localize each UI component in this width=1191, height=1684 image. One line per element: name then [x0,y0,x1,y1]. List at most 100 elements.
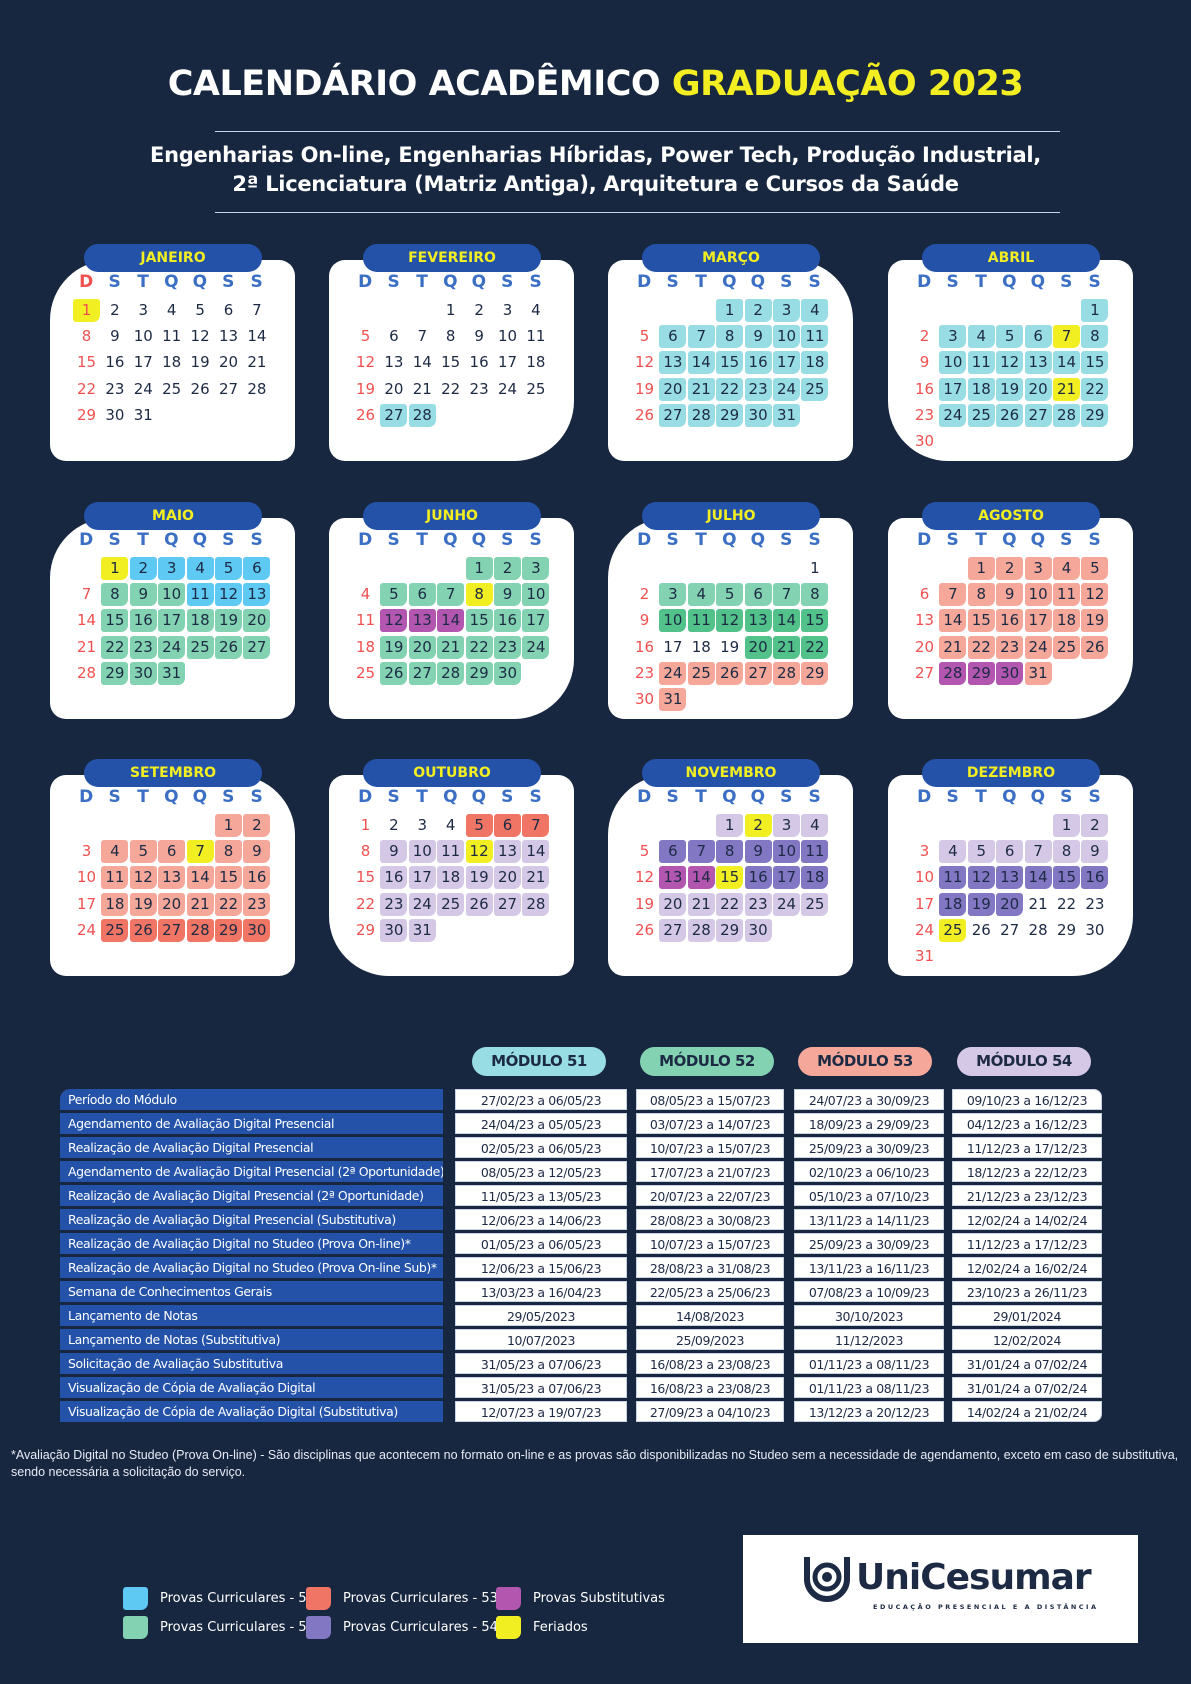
table-cell: 13/11/23 a 14/11/23 [794,1209,944,1230]
day-cell: 22 [101,635,129,659]
day-cell: 20 [158,892,186,916]
day-cell: 23 [105,379,125,398]
day-cell: 6 [243,557,271,580]
day-cell: 25 [1053,635,1080,659]
month-card-maio: D S T Q Q S S 1 2 3 4 5 6 7 8 9 10 11 12 13 14 15 16 17 18 19 20 21… [50,518,295,719]
day-cell: 23 [744,377,772,401]
day-cell: 30 [129,661,157,685]
day-cell: 9 [129,583,157,607]
weekday-header: Q [722,787,737,807]
day-cell: 9 [639,611,650,630]
day-cell: 8 [716,325,744,349]
weekday-header: T [416,530,428,550]
day-cell: 11 [526,327,546,346]
day-cell: 1 [73,299,100,322]
month-card-outubro: D S T Q Q S S 1 2 3 4 5 6 7 8 9 10 11 12 13 14 15 16 17 18 19 20 21… [329,775,574,976]
day-cell: 4 [186,557,214,580]
weekday-header: Q [750,530,766,550]
weekday-header: T [695,272,707,292]
month-card-junho: D S T Q Q S S 1 2 3 4 5 6 7 8 9 10 11 12 13 14 15 16 17 18 19 20 21… [329,518,574,719]
weekday-header: S [780,530,793,550]
module-header: MÓDULO 53 [798,1047,932,1076]
table-cell: 13/11/23 a 16/11/23 [794,1257,944,1278]
month-card-janeiro: D S T Q Q S S 1 2 3 4 5 6 7 8 9 10 11 12 13 14 15 16 17 18 19 20 21… [50,260,295,461]
day-cell: 19 [967,892,995,916]
month-label: SETEMBRO [84,759,262,787]
subtitle: Engenharias On-line, Engenharias Híbrida… [0,141,1191,199]
day-cell: 22 [967,635,995,659]
day-cell: 2 [110,301,120,319]
day-cell: 23 [914,405,935,424]
day-cell: 13 [659,866,687,890]
row-label: Lançamento de Notas [60,1305,443,1326]
table-cell: 18/12/23 a 22/12/23 [952,1161,1102,1182]
day-cell: 8 [215,840,242,864]
month-card-novembro: D S T Q Q S S 1 2 3 4 5 6 7 8 9 10 11 12 13 14 15 16 17 18 19 20 21… [608,775,853,976]
day-cell: 17 [408,866,436,890]
day-cell: 6 [158,840,186,864]
day-cell: 29 [355,920,376,939]
day-cell: 2 [129,557,157,580]
day-cell: 9 [110,327,120,346]
day-cell: 13 [996,866,1024,890]
legend-label: Provas Curriculares - 52 [160,1620,315,1635]
day-cell: 11 [162,327,182,346]
day-cell: 12 [129,866,157,890]
day-cell: 18 [939,892,967,916]
row-label: Realização de Avaliação Digital no Stude… [60,1257,443,1278]
day-cell: 8 [967,583,995,607]
weekday-header: S [108,272,121,292]
row-label: Realização de Avaliação Digital Presenci… [60,1209,443,1230]
table-cell: 28/08/23 a 30/08/23 [636,1209,784,1230]
logo-emblem-icon [804,1557,850,1602]
day-cell: 7 [252,301,262,319]
day-cell: 18 [437,866,465,890]
weekday-header: D [358,530,373,550]
day-cell: 14 [76,611,97,630]
title-highlight: GRADUAÇÃO 2023 [671,64,1024,104]
legend-swatch-icon [496,1616,521,1639]
table-cell: 13/12/23 a 20/12/23 [794,1401,944,1422]
day-cell: 25 [437,892,465,916]
day-cell: 29 [76,405,97,424]
weekday-header: Q [1002,787,1017,807]
weekday-header: S [1060,530,1073,550]
day-cell: 8 [1053,840,1080,864]
day-cell: 28 [939,661,967,685]
weekday-header: Q [164,272,179,292]
day-cell: 17 [1024,609,1052,633]
day-cell: 14 [522,840,550,864]
day-cell: 15 [76,353,97,372]
day-cell: 12 [355,353,376,372]
day-cell: 24 [773,377,800,401]
day-cell: 30 [996,661,1024,685]
day-cell: 27 [218,379,239,398]
row-label: Visualização de Cópia de Avaliação Digit… [60,1401,443,1422]
day-cell: 22 [801,635,829,659]
day-cell: 18 [101,892,129,916]
day-cell: 16 [744,866,772,890]
month-card-julho: D S T Q Q S S 1 2 3 4 5 6 7 8 9 10 11 12 13 14 15 16 17 18 19 20 21… [608,518,853,719]
weekday-header: S [946,530,959,550]
day-cell: 11 [1053,583,1080,607]
day-cell: 29 [465,661,493,685]
day-cell: 24 [158,635,186,659]
day-cell: 9 [744,840,772,864]
day-cell: 15 [716,866,744,890]
day-cell: 4 [445,816,456,834]
day-cell: 14 [687,866,715,890]
day-cell: 8 [360,842,371,861]
weekday-header: T [137,530,149,550]
legend-swatch-icon [306,1616,331,1639]
weekday-header: S [808,787,821,807]
day-cell: 26 [380,661,408,685]
month-card-dezembro: D S T Q Q S S 1 2 3 4 5 6 7 8 9 10 11 12 13 14 15 16 17 18 19 20 21… [888,775,1133,976]
day-cell: 6 [659,840,687,864]
weekday-header: S [222,272,235,292]
weekday-header: S [1088,530,1101,550]
unicesumar-logo: UniCesumar EDUCAÇÃO PRESENCIAL E A DISTÂ… [743,1535,1138,1643]
day-cell: 26 [190,379,210,398]
day-cell: 22 [1081,377,1109,401]
day-cell: 18 [186,609,214,633]
day-cell: 14 [773,609,800,633]
